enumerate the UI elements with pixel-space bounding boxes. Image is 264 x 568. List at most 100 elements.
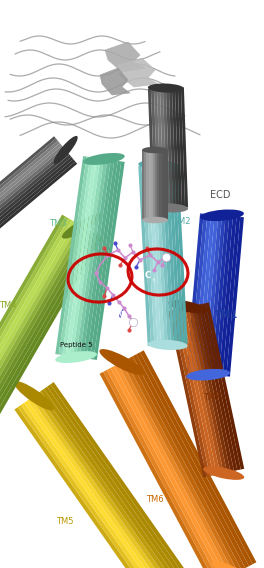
Ellipse shape	[142, 217, 168, 223]
Polygon shape	[201, 215, 218, 374]
Polygon shape	[157, 88, 164, 208]
Polygon shape	[190, 214, 207, 373]
Polygon shape	[148, 89, 155, 208]
Ellipse shape	[54, 136, 78, 164]
Polygon shape	[199, 304, 237, 471]
Polygon shape	[175, 309, 213, 476]
Text: t: t	[125, 316, 127, 321]
Ellipse shape	[138, 160, 178, 170]
Polygon shape	[37, 391, 172, 568]
Polygon shape	[172, 87, 179, 208]
Polygon shape	[100, 372, 216, 568]
Text: TM3: TM3	[49, 219, 67, 228]
Ellipse shape	[99, 349, 144, 375]
Polygon shape	[111, 366, 227, 568]
Polygon shape	[87, 160, 118, 359]
Polygon shape	[138, 166, 151, 346]
Polygon shape	[142, 166, 154, 346]
Polygon shape	[107, 368, 223, 568]
Polygon shape	[155, 165, 168, 345]
Text: C: C	[145, 272, 151, 281]
Polygon shape	[83, 160, 114, 358]
Polygon shape	[194, 214, 211, 374]
Polygon shape	[178, 308, 217, 475]
Ellipse shape	[148, 340, 188, 350]
Polygon shape	[136, 352, 253, 566]
Polygon shape	[118, 362, 234, 568]
Text: N: N	[116, 311, 124, 319]
Polygon shape	[0, 150, 68, 243]
Polygon shape	[197, 214, 215, 374]
Polygon shape	[181, 87, 188, 207]
Polygon shape	[166, 88, 173, 208]
Polygon shape	[93, 161, 125, 360]
Polygon shape	[0, 161, 77, 254]
Polygon shape	[0, 148, 66, 240]
Ellipse shape	[168, 300, 209, 314]
Polygon shape	[0, 216, 69, 426]
Polygon shape	[76, 159, 107, 357]
Polygon shape	[175, 87, 182, 208]
Text: TM6: TM6	[146, 495, 164, 504]
Ellipse shape	[152, 203, 188, 212]
Polygon shape	[0, 228, 89, 438]
Polygon shape	[192, 306, 230, 473]
Polygon shape	[185, 307, 224, 474]
Polygon shape	[186, 214, 204, 373]
Polygon shape	[0, 222, 79, 432]
Polygon shape	[31, 396, 166, 568]
Polygon shape	[205, 303, 244, 470]
Polygon shape	[151, 150, 153, 220]
Ellipse shape	[200, 210, 244, 221]
Polygon shape	[171, 310, 210, 477]
Polygon shape	[148, 150, 151, 220]
Polygon shape	[140, 350, 256, 564]
Polygon shape	[55, 156, 87, 354]
Polygon shape	[0, 219, 72, 428]
Polygon shape	[168, 311, 206, 478]
Polygon shape	[175, 164, 188, 344]
Polygon shape	[44, 387, 179, 568]
Polygon shape	[178, 87, 185, 207]
Polygon shape	[154, 89, 161, 208]
Polygon shape	[0, 139, 58, 231]
Polygon shape	[0, 236, 102, 445]
Polygon shape	[165, 165, 178, 345]
Polygon shape	[144, 150, 146, 220]
Ellipse shape	[142, 147, 168, 153]
Polygon shape	[125, 358, 242, 568]
Polygon shape	[0, 230, 92, 440]
Polygon shape	[155, 150, 157, 220]
Polygon shape	[223, 216, 240, 376]
Polygon shape	[21, 403, 156, 568]
Polygon shape	[151, 89, 158, 208]
Polygon shape	[160, 88, 167, 208]
Polygon shape	[202, 303, 241, 470]
Polygon shape	[146, 150, 148, 220]
Polygon shape	[204, 215, 222, 375]
Polygon shape	[0, 220, 75, 430]
Text: ECD: ECD	[210, 190, 230, 200]
Polygon shape	[114, 364, 231, 568]
Polygon shape	[79, 160, 111, 358]
Polygon shape	[100, 68, 130, 95]
Ellipse shape	[203, 466, 244, 480]
Polygon shape	[0, 145, 64, 237]
Polygon shape	[47, 385, 182, 568]
Polygon shape	[164, 150, 166, 220]
Polygon shape	[148, 165, 161, 345]
Polygon shape	[0, 232, 95, 441]
Text: t: t	[153, 278, 155, 282]
Polygon shape	[159, 150, 162, 220]
Polygon shape	[66, 157, 97, 356]
Polygon shape	[0, 143, 62, 235]
Polygon shape	[172, 164, 184, 344]
Polygon shape	[0, 157, 73, 249]
Polygon shape	[62, 157, 93, 356]
Ellipse shape	[148, 83, 184, 93]
Text: TM7: TM7	[203, 394, 221, 403]
Polygon shape	[152, 165, 164, 345]
Polygon shape	[18, 405, 153, 568]
Polygon shape	[163, 88, 170, 208]
Text: Peptide 5: Peptide 5	[60, 342, 92, 348]
